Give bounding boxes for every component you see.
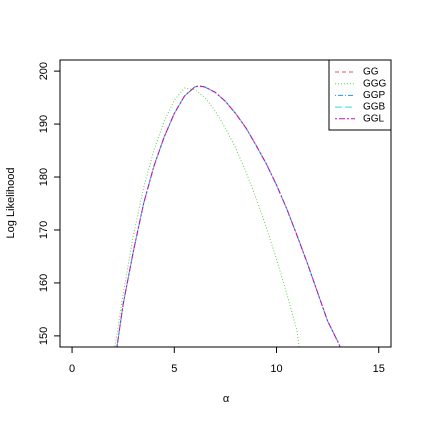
y-tick-label: 150 xyxy=(38,327,50,345)
y-tick-label: 190 xyxy=(38,115,50,133)
x-tick-label: 10 xyxy=(270,363,282,375)
series-line xyxy=(116,85,341,347)
legend-label: GGG xyxy=(363,78,387,89)
legend-label: GGL xyxy=(363,113,385,124)
x-tick-label: 5 xyxy=(171,363,177,375)
y-tick-label: 160 xyxy=(38,274,50,292)
series-line xyxy=(116,85,341,347)
y-tick-label: 180 xyxy=(38,168,50,186)
y-tick-label: 170 xyxy=(38,221,50,239)
series-line xyxy=(116,85,341,347)
series-line xyxy=(116,85,341,347)
x-axis-label: α xyxy=(223,393,230,405)
x-tick-label: 0 xyxy=(69,363,75,375)
x-tick-label: 15 xyxy=(373,363,385,375)
legend-label: GG xyxy=(363,67,379,78)
y-axis-label: Log Likelihood xyxy=(5,168,17,239)
plot-frame xyxy=(59,59,392,348)
legend-label: GGP xyxy=(363,90,386,101)
series-line xyxy=(114,87,300,347)
y-tick-label: 200 xyxy=(38,62,50,80)
legend-label: GGB xyxy=(363,102,386,113)
